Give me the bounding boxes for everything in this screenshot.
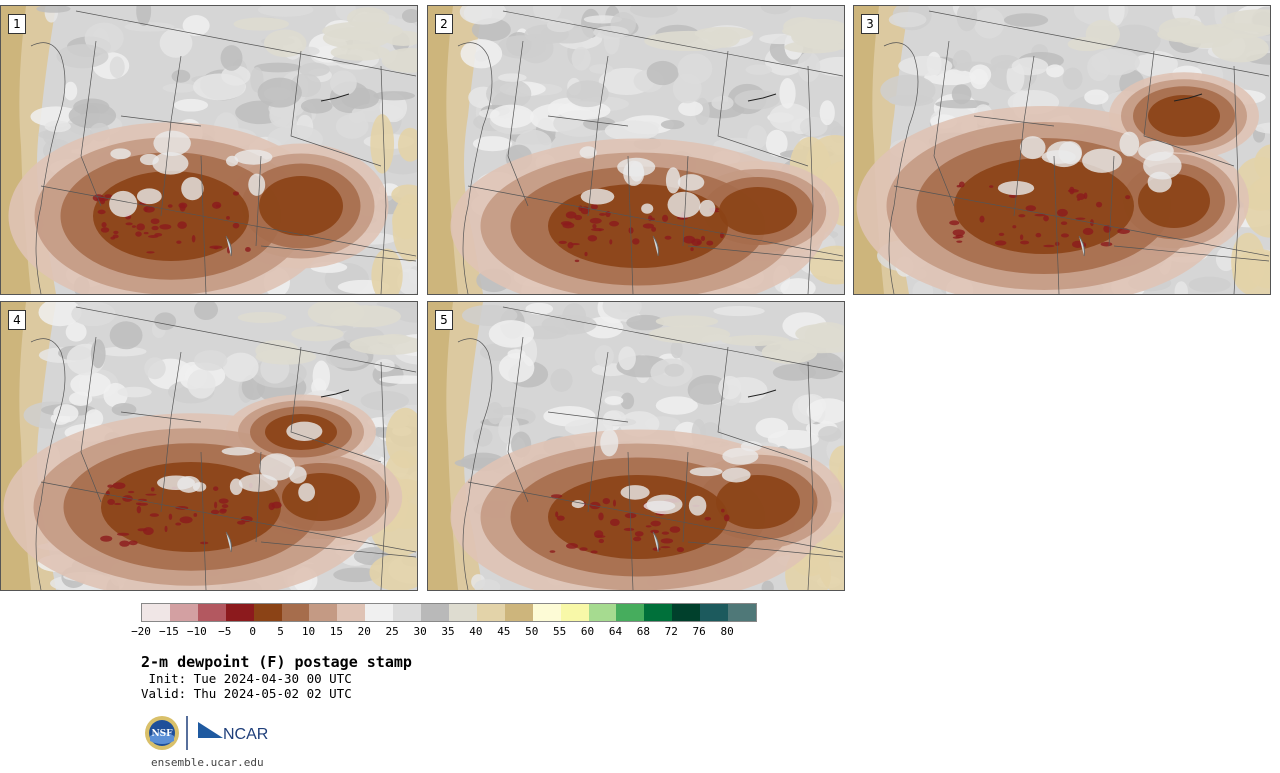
colorbar-tick-label: 10 xyxy=(301,625,316,638)
init-time: Init: Tue 2024-04-30 00 UTC xyxy=(141,671,352,686)
svg-text:NCAR: NCAR xyxy=(223,726,268,743)
dewpoint-map-5 xyxy=(428,302,844,590)
colorbar-tick-label: 30 xyxy=(413,625,427,638)
colorbar-swatch xyxy=(365,604,394,621)
colorbar-swatch xyxy=(421,604,449,621)
map-panel-2: 2 xyxy=(427,5,845,295)
colorbar-tick-label: 50 xyxy=(525,625,539,638)
site-url: ensemble.ucar.edu xyxy=(151,756,264,769)
colorbar-tick-label: 5 xyxy=(277,625,284,638)
colorbar-swatch xyxy=(476,604,505,621)
map-panel-4: 4 xyxy=(0,301,418,591)
colorbar-swatch xyxy=(393,604,422,621)
figure-title: 2-m dewpoint (F) postage stamp xyxy=(141,653,412,671)
colorbar-tick-label: 80 xyxy=(720,625,734,638)
svg-text:NSF: NSF xyxy=(151,729,173,739)
colorbar-swatch xyxy=(672,604,701,621)
map-panel-1: 1 xyxy=(0,5,418,295)
colorbar-tick-label: −10 xyxy=(186,625,207,638)
dewpoint-map-2 xyxy=(428,6,844,294)
panel-number: 4 xyxy=(8,310,26,330)
panel-number: 5 xyxy=(435,310,453,330)
colorbar-tick-label: 76 xyxy=(692,625,706,638)
nsf-logo-icon: NSF xyxy=(145,716,179,750)
dewpoint-map-1 xyxy=(1,6,417,294)
colorbar-tick-label: 0 xyxy=(249,625,256,638)
dewpoint-map-4 xyxy=(1,302,417,590)
colorbar-tick-label: −15 xyxy=(158,625,179,638)
panel-number: 2 xyxy=(435,14,453,34)
colorbar-tick-label: 55 xyxy=(553,625,567,638)
colorbar-swatch xyxy=(169,604,198,621)
panel-number: 3 xyxy=(861,14,879,34)
colorbar-swatch xyxy=(337,604,366,621)
colorbar-swatch xyxy=(448,604,477,621)
colorbar-tick-label: 45 xyxy=(497,625,511,638)
colorbar-swatch xyxy=(253,604,282,621)
ncar-logo-icon: NCAR xyxy=(198,722,268,743)
colorbar-swatch xyxy=(700,604,729,621)
colorbar xyxy=(141,603,757,622)
colorbar-swatch xyxy=(532,604,561,621)
colorbar-tick-label: 25 xyxy=(385,625,399,638)
colorbar-swatch xyxy=(281,604,310,621)
colorbar-swatch xyxy=(616,604,645,621)
colorbar-tick-label: 68 xyxy=(636,625,650,638)
colorbar-tick-label: 20 xyxy=(357,625,371,638)
colorbar-swatch xyxy=(588,604,617,621)
colorbar-swatch xyxy=(142,604,170,621)
colorbar-tick-label: 40 xyxy=(469,625,483,638)
colorbar-tick-label: −20 xyxy=(131,625,151,638)
colorbar-swatch xyxy=(504,604,533,621)
colorbar-swatch xyxy=(197,604,226,621)
colorbar-swatch xyxy=(225,604,254,621)
colorbar-tick-label: 15 xyxy=(329,625,343,638)
colorbar-swatch xyxy=(728,604,756,621)
valid-time: Valid: Thu 2024-05-02 02 UTC xyxy=(141,686,352,701)
map-panel-5: 5 xyxy=(427,301,845,591)
dewpoint-map-3 xyxy=(854,6,1270,294)
colorbar-swatch xyxy=(309,604,338,621)
colorbar-tick-label: 35 xyxy=(441,625,455,638)
colorbar-tick-label: −5 xyxy=(218,625,232,638)
colorbar-tick-label: 60 xyxy=(580,625,595,638)
colorbar-tick-label: 64 xyxy=(608,625,623,638)
colorbar-tick-label: 72 xyxy=(664,625,678,638)
logos: NSF NCAR xyxy=(145,714,275,754)
colorbar-swatch xyxy=(560,604,589,621)
map-panel-3: 3 xyxy=(853,5,1271,295)
panel-number: 1 xyxy=(8,14,26,34)
colorbar-swatch xyxy=(644,604,673,621)
